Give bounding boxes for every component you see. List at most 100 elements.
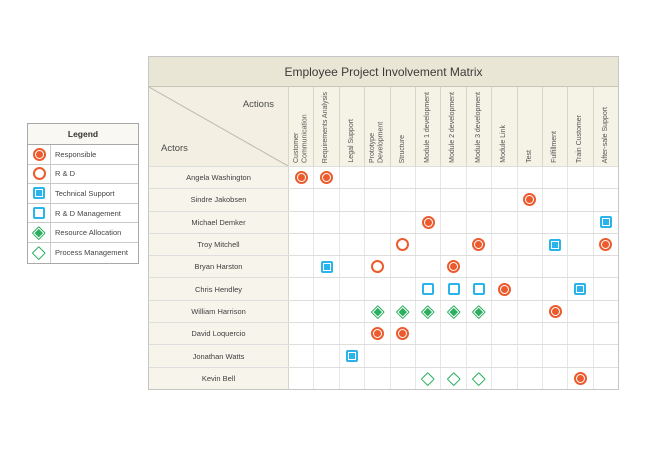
matrix-cell bbox=[441, 323, 467, 345]
matrix-cell bbox=[517, 323, 543, 345]
matrix-cell bbox=[339, 167, 366, 189]
matrix-cell bbox=[415, 367, 442, 389]
rd-mgmt-icon bbox=[33, 207, 45, 220]
matrix-cell bbox=[415, 300, 442, 323]
matrix-cell bbox=[517, 345, 543, 367]
matrix-cell bbox=[568, 256, 594, 278]
responsible-mark-icon bbox=[523, 193, 537, 207]
matrix-cell bbox=[339, 189, 366, 211]
action-header-label: Customer Communication bbox=[292, 114, 309, 163]
action-header-module-link: Module Link bbox=[492, 87, 518, 166]
resource-alloc-mark-icon bbox=[446, 304, 461, 319]
matrix-cell bbox=[365, 256, 391, 278]
table-row: Sindre Jakobsen bbox=[149, 188, 619, 211]
matrix-cell bbox=[492, 256, 518, 278]
matrix-cell bbox=[339, 367, 366, 389]
action-header-label: Module Link bbox=[500, 125, 508, 163]
matrix-cell bbox=[593, 367, 619, 389]
rd-mark-icon bbox=[396, 238, 410, 252]
matrix-cell bbox=[390, 233, 416, 256]
matrix-cell bbox=[289, 300, 315, 323]
matrix-cell bbox=[314, 233, 340, 256]
matrix-cell bbox=[568, 300, 594, 323]
legend-panel: Legend Responsible R & D Technical Support… bbox=[27, 123, 139, 264]
action-header-module-2-development: Module 2 development bbox=[441, 87, 467, 166]
legend-symbol-cell bbox=[28, 203, 51, 223]
matrix-cell bbox=[517, 367, 543, 389]
matrix-cell bbox=[365, 345, 391, 367]
legend-item: R & D Management bbox=[28, 203, 138, 224]
matrix-cell bbox=[314, 167, 340, 189]
matrix-cell bbox=[593, 233, 619, 256]
matrix-cell bbox=[415, 167, 442, 189]
matrix-cell bbox=[365, 167, 391, 189]
matrix-cell bbox=[593, 167, 619, 189]
matrix-cell bbox=[593, 211, 619, 233]
rd-mgmt-mark-icon bbox=[472, 283, 485, 296]
process-mgmt-icon bbox=[32, 246, 46, 260]
action-header-label: After-sale Support bbox=[601, 106, 609, 163]
tech-support-icon bbox=[33, 187, 45, 200]
legend-item: Responsible bbox=[28, 145, 138, 165]
action-header-label: Module 2 development bbox=[449, 92, 457, 163]
legend-item-label: Resource Allocation bbox=[55, 228, 122, 238]
matrix-cell bbox=[441, 211, 467, 233]
responsible-icon bbox=[32, 147, 46, 161]
action-header-legal-support: Legal Support bbox=[340, 87, 366, 166]
matrix-cell bbox=[365, 300, 391, 323]
action-header-module-3-development: Module 3 development bbox=[467, 87, 493, 166]
rd-mark-icon bbox=[370, 260, 384, 274]
table-row: Troy Mitchell bbox=[149, 232, 619, 256]
table-row: Angela Washington bbox=[149, 166, 619, 189]
matrix-cell bbox=[466, 211, 493, 233]
matrix-cell bbox=[542, 323, 569, 345]
action-header-label: Prototype Development bbox=[368, 121, 385, 163]
matrix-cell bbox=[390, 323, 416, 345]
action-header-label: Legal Support bbox=[347, 119, 355, 163]
actor-name-cell: Troy Mitchell bbox=[149, 233, 289, 256]
matrix-cell bbox=[339, 211, 366, 233]
matrix-cell bbox=[466, 367, 493, 389]
responsible-mark-icon bbox=[573, 371, 587, 385]
process-mgmt-mark-icon bbox=[421, 371, 435, 386]
matrix-cell bbox=[568, 278, 594, 300]
table-row: Jonathan Watts bbox=[149, 344, 619, 367]
legend-symbol-cell bbox=[28, 223, 51, 242]
matrix-cell bbox=[568, 367, 594, 389]
matrix-cell bbox=[365, 211, 391, 233]
matrix-cell bbox=[289, 211, 315, 233]
matrix-cell bbox=[568, 323, 594, 345]
matrix-cell bbox=[568, 211, 594, 233]
legend-symbol-cell bbox=[28, 164, 51, 184]
matrix-cell bbox=[314, 323, 340, 345]
legend-symbol-cell bbox=[28, 184, 51, 203]
matrix-cell bbox=[390, 256, 416, 278]
matrix-cell bbox=[441, 233, 467, 256]
matrix-cell bbox=[542, 256, 569, 278]
action-header-requirements-analysis: Requirements Analysis bbox=[314, 87, 340, 166]
matrix-cell bbox=[517, 167, 543, 189]
actor-name-cell: Sindre Jakobsen bbox=[149, 189, 289, 211]
resource-alloc-mark-icon bbox=[370, 304, 385, 319]
matrix-cell bbox=[339, 233, 366, 256]
responsible-mark-icon bbox=[599, 238, 613, 252]
table-row: Kevin Bell bbox=[149, 366, 619, 389]
responsible-mark-icon bbox=[320, 171, 334, 185]
tech-support-mark-icon bbox=[549, 238, 562, 251]
matrix-cell bbox=[542, 233, 569, 256]
actor-name-cell: Jonathan Watts bbox=[149, 345, 289, 367]
matrix-cell bbox=[390, 167, 416, 189]
matrix-cell bbox=[289, 256, 315, 278]
legend-symbol-cell bbox=[28, 145, 51, 164]
resource-alloc-mark-icon bbox=[472, 304, 486, 319]
corner-diagonal-line bbox=[149, 87, 288, 166]
action-header-train-customer: Train Customer bbox=[568, 87, 594, 166]
action-header-structure: Structure bbox=[391, 87, 416, 166]
involvement-matrix: Employee Project Involvement Matrix Acti… bbox=[148, 56, 619, 390]
matrix-cell bbox=[466, 189, 493, 211]
matrix-cell bbox=[568, 167, 594, 189]
matrix-cell bbox=[314, 256, 340, 278]
matrix-header-row: Actions Actors Customer Communication Req… bbox=[149, 87, 618, 166]
matrix-cell bbox=[314, 278, 340, 300]
